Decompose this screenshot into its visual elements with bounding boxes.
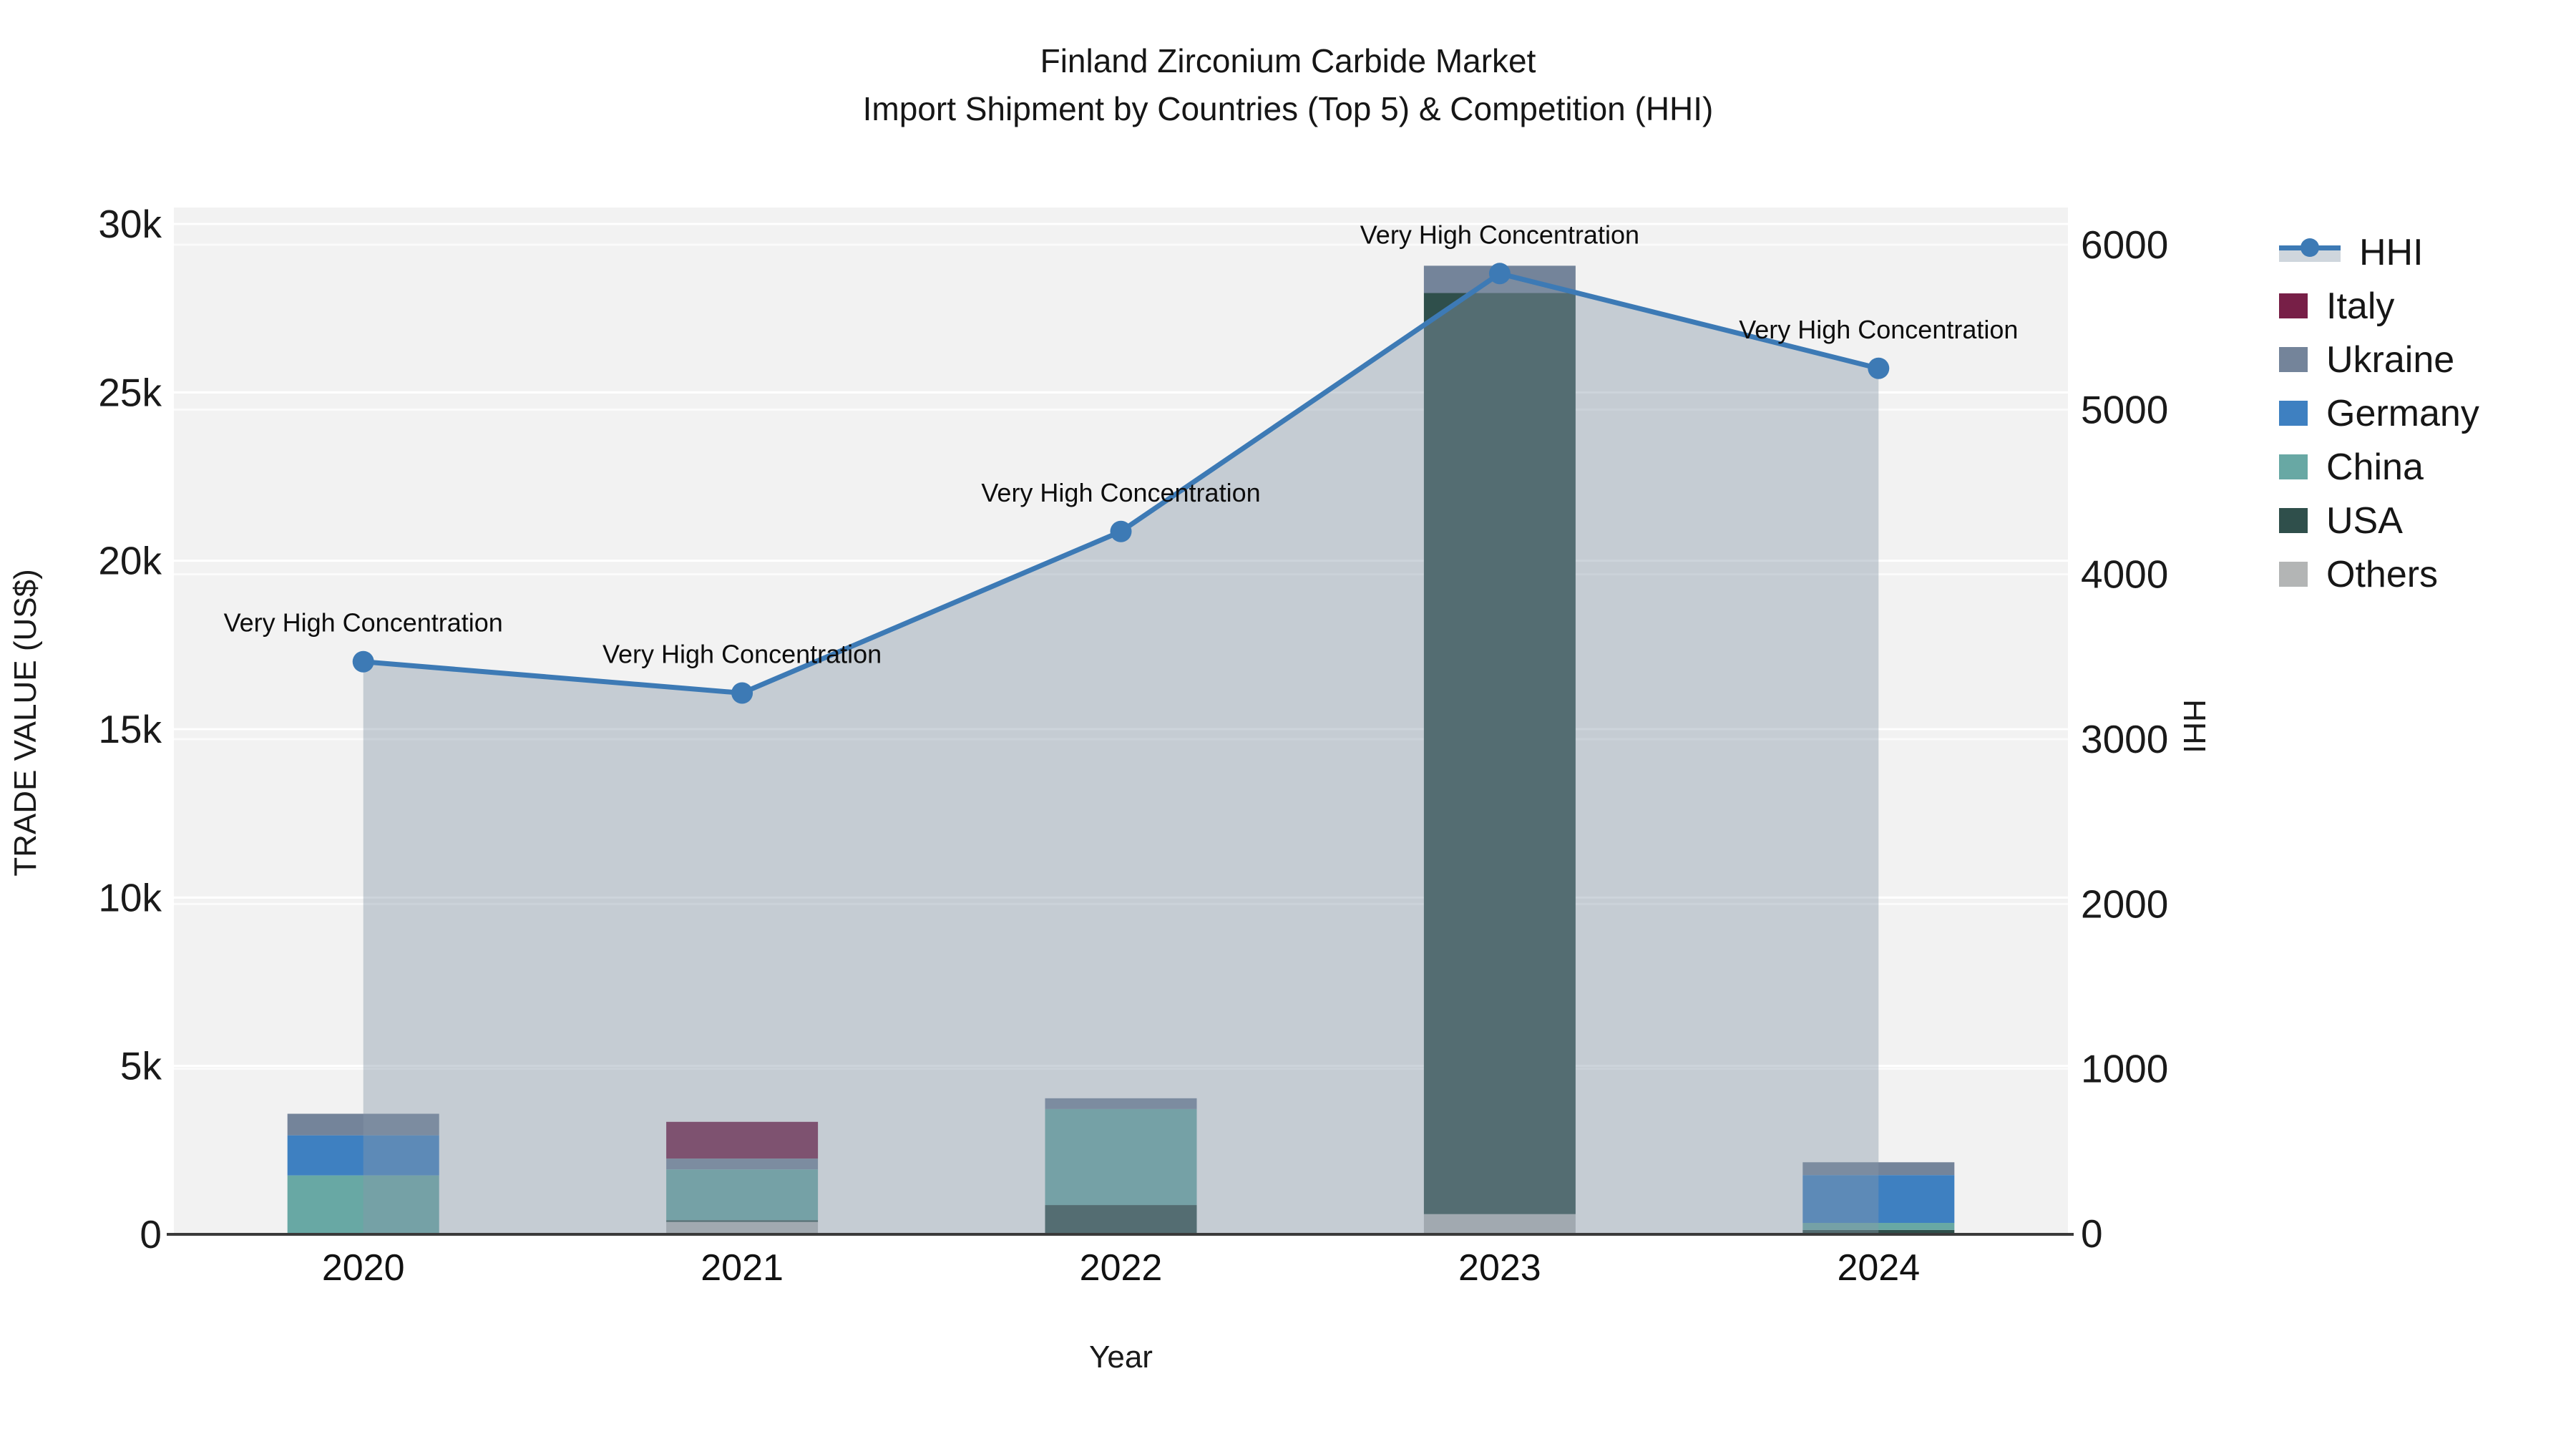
y-left-tick-25k: 25k xyxy=(98,370,162,414)
bar-segment-usa-2022 xyxy=(1045,1205,1197,1234)
bar-segment-china-2022 xyxy=(1045,1108,1197,1206)
chart-title: Finland Zirconium Carbide Market Import … xyxy=(0,37,2576,132)
y-left-tick-5k: 5k xyxy=(120,1044,162,1088)
bar-segment-china-2020 xyxy=(287,1175,439,1234)
legend-line-area-swatch-hhi xyxy=(2279,236,2341,269)
y-right-tick-1000: 1000 xyxy=(2081,1047,2168,1091)
legend-label-usa: USA xyxy=(2326,499,2403,542)
y-right-tick-4000: 4000 xyxy=(2081,552,2168,597)
hhi-annotation-2023: Very High Concentration xyxy=(1360,220,1639,249)
legend-label-china: China xyxy=(2326,446,2424,488)
legend-swatch-ukraine xyxy=(2279,347,2308,372)
x-axis-title: Year xyxy=(1089,1340,1153,1375)
bar-segment-usa-2023 xyxy=(1423,293,1576,1214)
hhi-marker-2021 xyxy=(731,682,753,704)
hhi-marker-2023 xyxy=(1488,263,1511,285)
y-left-tick-10k: 10k xyxy=(98,875,162,919)
y-right-tick-6000: 6000 xyxy=(2081,223,2168,267)
y-left-tick-15k: 15k xyxy=(98,707,162,751)
hhi-marker-2022 xyxy=(1110,520,1132,542)
chart-title-line2: Import Shipment by Countries (Top 5) & C… xyxy=(862,89,1714,127)
bar-segment-china-2021 xyxy=(666,1169,819,1221)
bar-segment-ukraine-2024 xyxy=(1802,1162,1955,1176)
x-tick-2023: 2023 xyxy=(1458,1247,1541,1289)
hhi-marker-2024 xyxy=(1868,357,1890,379)
chart-title-line1: Finland Zirconium Carbide Market xyxy=(1040,42,1536,79)
legend-item-china[interactable]: China xyxy=(2279,446,2479,488)
y-right-tick-3000: 3000 xyxy=(2081,717,2168,761)
bar-segment-germany-2020 xyxy=(287,1135,439,1176)
y-left-tick-0: 0 xyxy=(140,1212,162,1257)
bar-segment-china-2024 xyxy=(1802,1222,1955,1230)
y-left-tick-20k: 20k xyxy=(98,539,162,583)
x-tick-2020: 2020 xyxy=(322,1247,405,1289)
bar-segment-usa-2024 xyxy=(1802,1229,1955,1234)
legend-swatch-others xyxy=(2279,562,2308,587)
legend-label-hhi: HHI xyxy=(2359,231,2424,273)
legend-item-germany[interactable]: Germany xyxy=(2279,392,2479,434)
legend-item-hhi[interactable]: HHI xyxy=(2279,231,2479,273)
bar-segment-usa-2021 xyxy=(666,1220,819,1222)
bar-segment-ukraine-2020 xyxy=(287,1113,439,1136)
bar-segment-germany-2024 xyxy=(1802,1175,1955,1223)
y-right-tick-2000: 2000 xyxy=(2081,882,2168,926)
y-left-tick-30k: 30k xyxy=(98,202,162,246)
legend-line-marker xyxy=(2301,238,2319,257)
hhi-annotation-2021: Very High Concentration xyxy=(602,640,882,669)
legend-label-germany: Germany xyxy=(2326,392,2479,434)
legend-item-usa[interactable]: USA xyxy=(2279,499,2479,542)
bar-segment-others-2023 xyxy=(1423,1214,1576,1234)
x-tick-2024: 2024 xyxy=(1837,1247,1920,1289)
bar-segment-ukraine-2021 xyxy=(666,1158,819,1170)
legend-swatch-italy xyxy=(2279,293,2308,318)
x-tick-2022: 2022 xyxy=(1080,1247,1163,1289)
hhi-marker-2020 xyxy=(352,650,374,673)
hhi-annotation-2020: Very High Concentration xyxy=(224,608,503,638)
plot-background xyxy=(174,208,2068,1234)
x-tick-2021: 2021 xyxy=(701,1247,784,1289)
bar-segment-italy-2021 xyxy=(666,1121,819,1159)
bar-segment-ukraine-2022 xyxy=(1045,1098,1197,1109)
legend-label-others: Others xyxy=(2326,553,2439,595)
legend-item-others[interactable]: Others xyxy=(2279,553,2479,595)
hhi-annotation-2024: Very High Concentration xyxy=(1739,315,2018,344)
bar-segment-others-2021 xyxy=(666,1221,819,1234)
y-right-tick-5000: 5000 xyxy=(2081,387,2168,431)
hhi-area-fill xyxy=(363,273,1879,1234)
hhi-annotation-2022: Very High Concentration xyxy=(981,478,1260,507)
legend-swatch-germany xyxy=(2279,401,2308,426)
legend-label-ukraine: Ukraine xyxy=(2326,338,2455,381)
legend: HHI Italy Ukraine Germany China USA Others xyxy=(2279,231,2479,595)
legend-swatch-usa xyxy=(2279,508,2308,533)
y-right-tick-0: 0 xyxy=(2081,1211,2103,1256)
legend-swatch-china xyxy=(2279,454,2308,479)
legend-item-italy[interactable]: Italy xyxy=(2279,285,2479,327)
legend-label-italy: Italy xyxy=(2326,285,2395,327)
legend-item-ukraine[interactable]: Ukraine xyxy=(2279,338,2479,381)
